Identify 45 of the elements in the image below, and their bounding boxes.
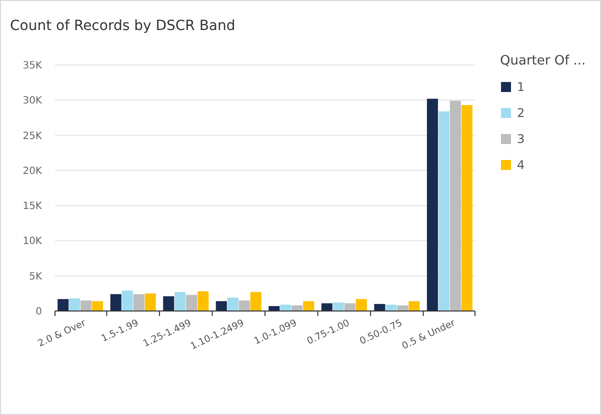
bar: [450, 100, 461, 311]
bar: [356, 299, 367, 311]
bar: [186, 294, 198, 311]
bar: [198, 291, 209, 311]
bar: [110, 294, 122, 311]
bar: [58, 299, 69, 311]
y-tick-label: 25K: [22, 130, 42, 142]
y-tick-label: 20K: [22, 166, 42, 177]
bar: [144, 293, 156, 311]
bar: [321, 303, 332, 311]
bar: [280, 304, 292, 311]
legend-label: 3: [517, 132, 525, 146]
bar: [374, 304, 386, 311]
bar: [163, 296, 174, 311]
bar: [332, 302, 344, 311]
y-tick-label: 5K: [29, 271, 42, 282]
bar: [227, 298, 238, 311]
bar: [250, 292, 262, 311]
legend-label: 2: [517, 106, 525, 120]
bar: [133, 294, 144, 311]
bar: [426, 98, 438, 311]
bar: [238, 300, 250, 311]
bar: [216, 301, 227, 311]
y-tick-label: 10K: [22, 236, 42, 248]
bar: [461, 105, 472, 311]
x-tick-label: 2.0 & Over: [36, 318, 88, 350]
legend-title: Quarter Of ...: [500, 54, 586, 69]
bar: [344, 303, 356, 311]
bar: [92, 301, 104, 311]
chart-title: Count of Records by DSCR Band: [10, 18, 236, 34]
bar: [80, 300, 92, 311]
y-tick-label: 35K: [22, 60, 42, 72]
bar: [174, 292, 186, 311]
y-tick-label: 15K: [22, 201, 42, 212]
bar: [69, 298, 80, 311]
bar: [303, 301, 314, 311]
y-tick-label: 30K: [22, 96, 42, 107]
y-tick-label: 0: [36, 306, 42, 318]
bar: [122, 290, 133, 311]
legend-label: 1: [517, 80, 525, 94]
bar: [408, 301, 420, 311]
bar: [386, 304, 397, 311]
bar: [268, 306, 280, 311]
legend-label: 4: [517, 158, 525, 172]
bar: [438, 111, 450, 311]
